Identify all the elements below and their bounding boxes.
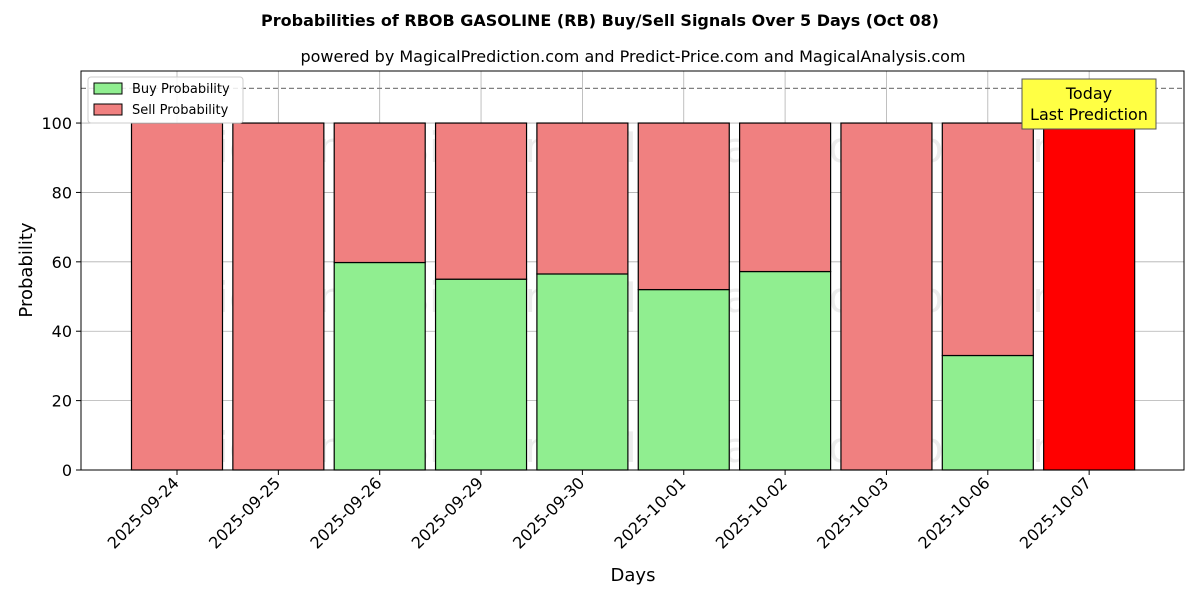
y-axis: 0 20 40 60 80 100 (41, 114, 81, 480)
legend-swatch (93, 103, 123, 116)
x-tick-label: 2025-09-24 (104, 473, 183, 552)
y-tick-label: 80 (52, 183, 72, 202)
sell-bar (333, 122, 426, 264)
sell-bar (637, 122, 730, 291)
sell-bar (840, 122, 933, 471)
buy-bar (536, 273, 629, 471)
sell-bar (434, 122, 528, 280)
buy-bar (738, 270, 832, 471)
y-axis-label: Probability (16, 222, 37, 317)
y-tick-label: 20 (52, 392, 72, 411)
x-tick-label: 2025-10-01 (610, 473, 689, 552)
chart-title: Probabilities of RBOB GASOLINE (RB) Buy/… (261, 11, 939, 30)
x-tick-label: 2025-10-03 (813, 473, 892, 552)
x-tick-label: 2025-09-29 (408, 473, 487, 552)
legend-swatch (93, 82, 123, 95)
x-tick-label: 2025-09-25 (205, 473, 284, 552)
x-tick-label: 2025-09-30 (509, 473, 588, 552)
buy-bar (434, 278, 528, 471)
sell-bar (536, 122, 629, 275)
sell-bar (1043, 122, 1136, 471)
buy-bar (333, 261, 426, 471)
bars (130, 122, 1136, 471)
annotation-line1: Today (1065, 84, 1112, 103)
today-annotation: Today Last Prediction (1021, 78, 1157, 130)
buy-bar (941, 354, 1034, 471)
sell-bar (738, 122, 832, 273)
x-tick-label: 2025-10-06 (914, 473, 993, 552)
x-tick-label: 2025-09-26 (306, 473, 385, 552)
sell-bar (130, 122, 224, 471)
plot-frame (80, 70, 1185, 471)
x-axis-label: Days (611, 565, 656, 586)
chart-subtitle: powered by MagicalPrediction.com and Pre… (300, 47, 965, 66)
y-tick-label: 60 (52, 253, 72, 272)
sell-bar (232, 122, 325, 471)
x-axis: 2025-09-24 2025-09-25 2025-09-26 2025-09-29… (104, 470, 1095, 553)
y-tick-label: 40 (52, 322, 72, 341)
sell-bar (941, 122, 1034, 357)
legend-label: Buy Probability (132, 82, 230, 97)
legend-box (87, 76, 244, 124)
y-tick-label: 100 (41, 114, 72, 133)
annotation-box (1021, 78, 1157, 130)
buy-bar (637, 288, 730, 471)
x-tick-label: 2025-10-02 (712, 473, 791, 552)
y-tick-label: 0 (62, 461, 72, 480)
legend: Buy Probability Sell Probability (87, 76, 244, 124)
legend-label: Sell Probability (132, 103, 229, 118)
x-tick-label: 2025-10-07 (1016, 473, 1095, 552)
annotation-line2: Last Prediction (1030, 105, 1148, 124)
